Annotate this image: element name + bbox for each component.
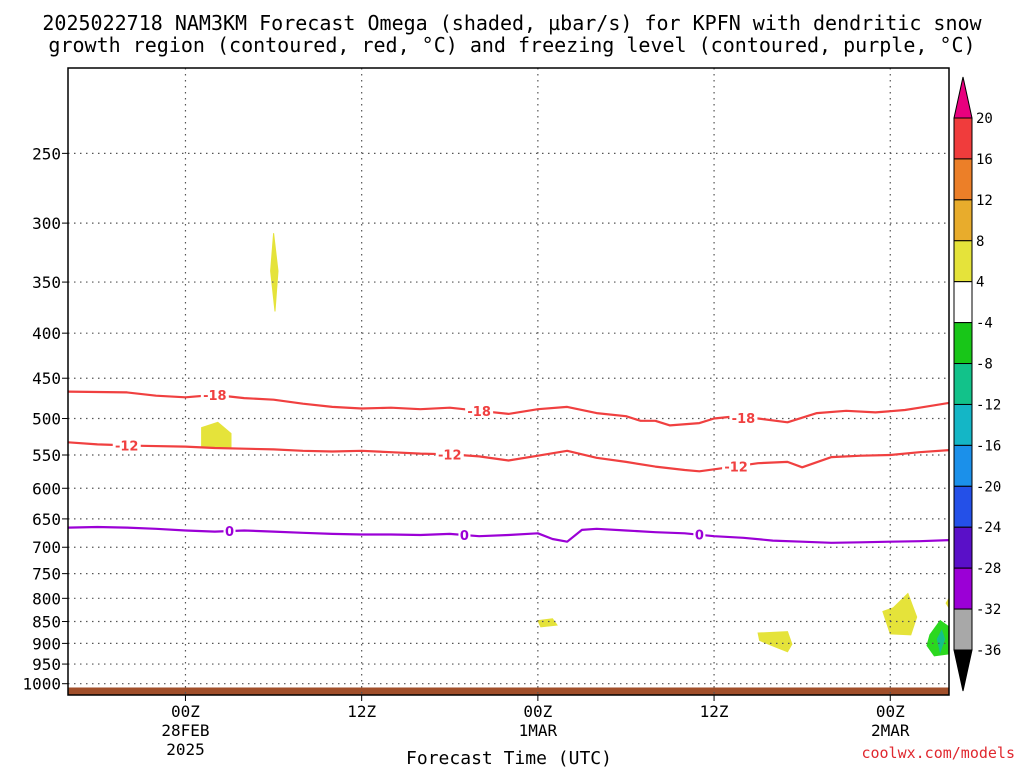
- colorbar-band-12: [953, 608, 973, 651]
- ytick-label-350: 350: [32, 273, 61, 292]
- colorbar-label-7: -12: [976, 397, 1001, 413]
- colorbar-band-0: [953, 117, 973, 160]
- ytick-label-850: 850: [32, 613, 61, 632]
- colorbar-label-8: -16: [976, 438, 1001, 454]
- colorbar-band-4: [953, 281, 973, 324]
- colorbar-label-5: -4: [976, 316, 993, 332]
- plot-frame: [67, 67, 950, 696]
- omega-shade-7: [936, 629, 946, 654]
- xtick-date-0: 28FEB: [161, 721, 209, 740]
- colorbar-label-10: -24: [976, 520, 1001, 536]
- chart-title-line2: growth region (contoured, red, °C) and f…: [48, 33, 975, 57]
- contour-label-bg-2-1: [458, 528, 471, 543]
- ytick-label-500: 500: [32, 410, 61, 429]
- colorbar-band-7: [953, 403, 973, 446]
- colorbar-label-3: 8: [976, 234, 984, 250]
- x-axis-label: Forecast Time (UTC): [406, 748, 612, 768]
- xtick-date-2: 1MAR: [519, 721, 558, 740]
- xtick-date-4: 2MAR: [871, 721, 910, 740]
- contour-label-bg-0-1: [465, 403, 494, 418]
- contour-label-1-2: -12: [724, 460, 748, 475]
- colorbar: 20 16 12 8 4 -4 -8 -12 -16 -20 -24 -28 -32 -36: [953, 76, 1001, 692]
- colorbar-band-3: [953, 240, 973, 283]
- colorbar-band-10: [953, 526, 973, 569]
- colorbar-label-4: 4: [976, 275, 984, 291]
- colorbar-band-8: [953, 444, 973, 487]
- contour-label-bg-2-0: [223, 524, 236, 539]
- contour-label-0-0: -18: [203, 389, 227, 404]
- xtick-label-0: 00Z: [171, 702, 200, 721]
- contour-label-2-0: 0: [225, 525, 234, 540]
- ytick-label-950: 950: [32, 655, 61, 674]
- colorbar-bottom-arrow: [953, 649, 973, 692]
- xtick-year-0: 2025: [166, 740, 205, 759]
- colorbar-label-1: 16: [976, 152, 993, 168]
- xtick-label-2: 00Z: [523, 702, 552, 721]
- xtick-label-1: 12Z: [347, 702, 376, 721]
- colorbar-band-9: [953, 485, 973, 528]
- ytick-label-750: 750: [32, 565, 61, 584]
- omega-shade-1: [201, 421, 232, 449]
- contour-label-2-2: 0: [695, 529, 704, 544]
- contour-label-bg-1-0: [112, 438, 141, 453]
- colorbar-label-13: -36: [976, 643, 1001, 659]
- xtick-label-4: 00Z: [876, 702, 905, 721]
- terrain-bar: [68, 687, 949, 695]
- colorbar-band-5: [953, 322, 973, 365]
- ytick-label-600: 600: [32, 479, 61, 498]
- contour-0: [68, 390, 949, 427]
- contour-label-bg-2-2: [693, 527, 706, 542]
- colorbar-label-9: -20: [976, 479, 1001, 495]
- contour-1: [68, 441, 949, 473]
- ytick-label-800: 800: [32, 589, 61, 608]
- contour-label-bg-1-2: [722, 459, 751, 474]
- contour-label-bg-1-1: [435, 447, 464, 462]
- colorbar-label-0: 20: [976, 111, 993, 127]
- colorbar-label-6: -8: [976, 357, 993, 373]
- ytick-label-250: 250: [32, 144, 61, 163]
- omega-shade-0: [270, 233, 279, 312]
- chart-title-line1: 2025022718 NAM3KM Forecast Omega (shaded…: [42, 11, 982, 35]
- contour-label-0-1: -18: [467, 405, 491, 420]
- contour-label-bg-0-2: [729, 410, 758, 425]
- omega-shade-3: [757, 631, 793, 653]
- colorbar-label-12: -32: [976, 602, 1001, 618]
- xtick-label-3: 12Z: [700, 702, 729, 721]
- omega-shade-4: [882, 592, 918, 636]
- contour-label-bg-0-0: [200, 387, 229, 402]
- ytick-label-650: 650: [32, 510, 61, 529]
- ytick-label-1000: 1000: [22, 675, 61, 694]
- omega-shade-2: [537, 618, 558, 628]
- plot-interior: -18 -18 -18 -12 -12 -12 0 0 0: [68, 68, 949, 695]
- colorbar-band-11: [953, 567, 973, 610]
- colorbar-label-11: -28: [976, 561, 1001, 577]
- ytick-label-400: 400: [32, 324, 61, 343]
- contour-2: [68, 525, 949, 544]
- contour-label-1-1: -12: [438, 448, 462, 463]
- ytick-label-700: 700: [32, 538, 61, 557]
- contour-label-1-0: -12: [115, 439, 139, 454]
- contour-label-2-1: 0: [460, 529, 469, 544]
- colorbar-band-6: [953, 363, 973, 405]
- colorbar-label-2: 12: [976, 193, 993, 209]
- credit-text: coolwx.com/models: [861, 744, 1015, 762]
- colorbar-top-arrow: [953, 76, 973, 119]
- contour-label-0-2: -18: [732, 412, 756, 427]
- ytick-label-450: 450: [32, 369, 61, 388]
- ytick-label-550: 550: [32, 446, 61, 465]
- plot-area: -18 -18 -18 -12 -12 -12 0 0 0 250 300 350 400 450 500 5…: [22, 67, 950, 759]
- colorbar-band-2: [953, 199, 973, 242]
- ytick-label-300: 300: [32, 214, 61, 233]
- colorbar-band-1: [953, 158, 973, 201]
- ytick-label-900: 900: [32, 634, 61, 653]
